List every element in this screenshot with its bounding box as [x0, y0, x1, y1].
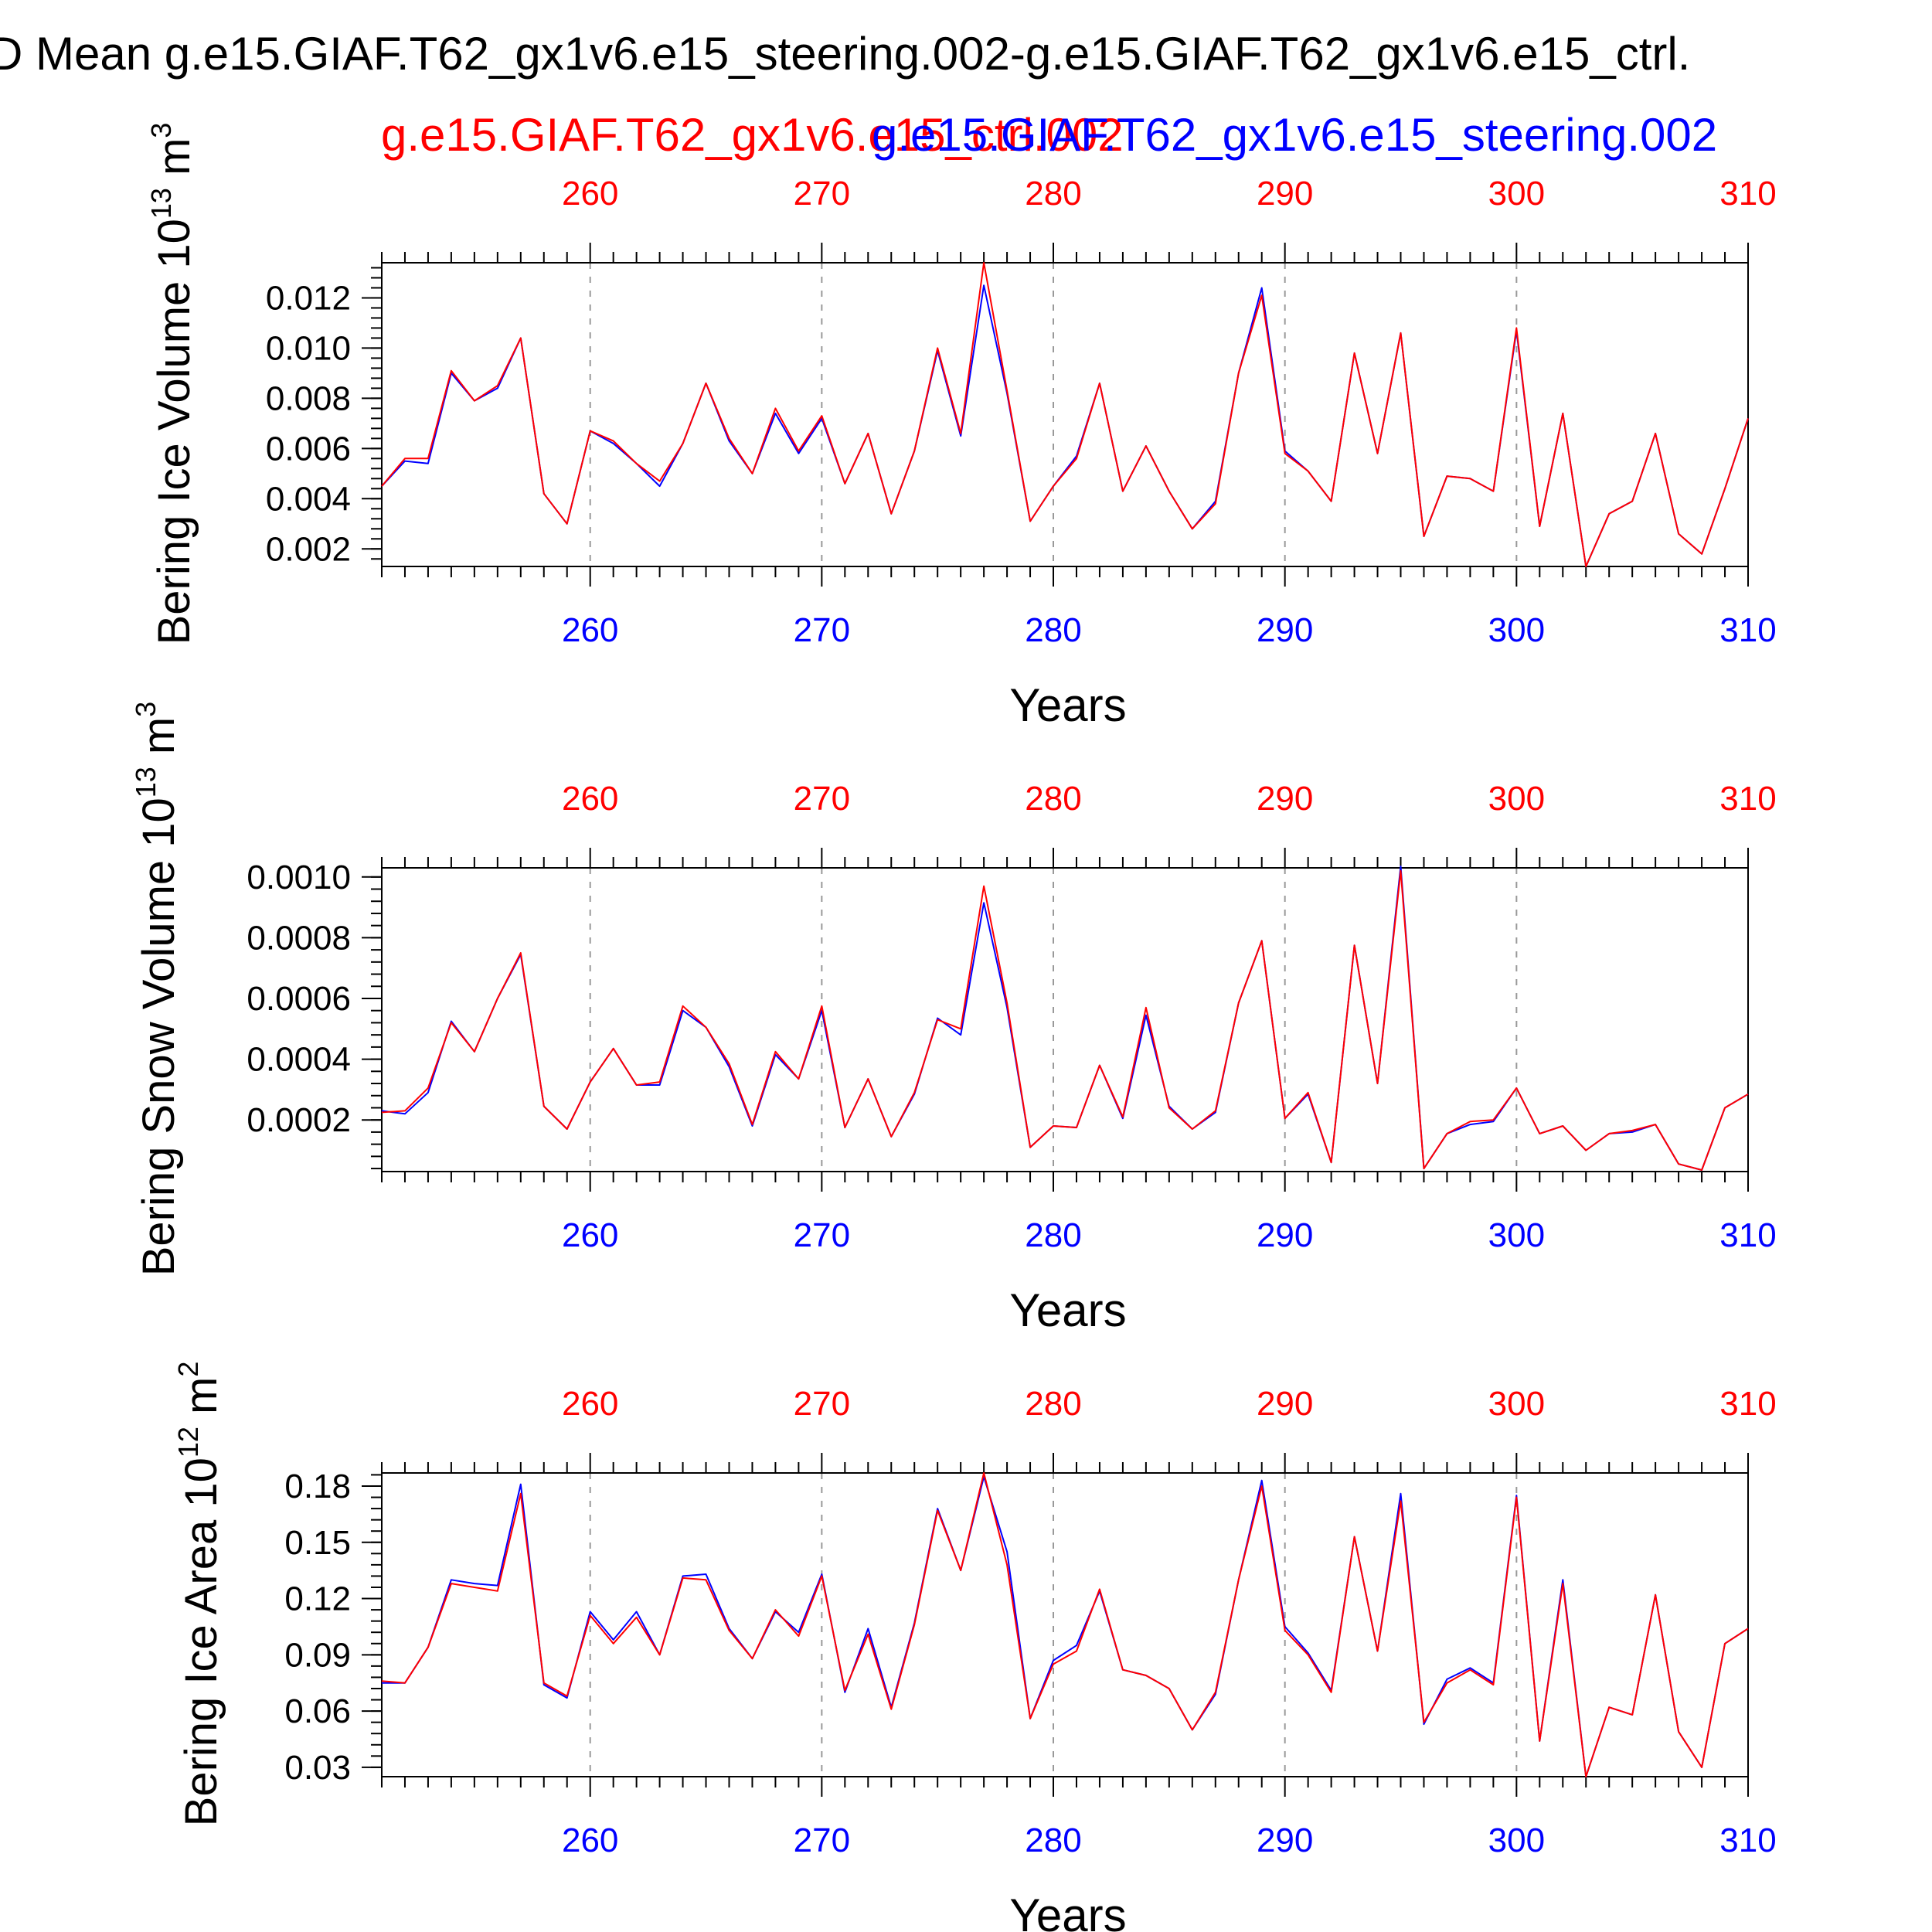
y-tick-label: 0.0006: [247, 980, 351, 1018]
top-x-tick-label: 260: [562, 780, 618, 818]
bottom-x-tick-label: 280: [1025, 611, 1081, 649]
legend-steering-label: g.e15.GIAF.T62_gx1v6.e15_steering.002: [872, 109, 1717, 161]
bottom-x-tick-label: 300: [1488, 611, 1545, 649]
y-tick-label: 0.12: [284, 1580, 351, 1618]
y-tick-label: 0.0010: [247, 859, 351, 896]
top-x-tick-label: 260: [562, 1385, 618, 1423]
y-tick-label: 0.010: [266, 329, 351, 367]
bottom-x-tick-label: 270: [794, 1821, 850, 1859]
bottom-x-tick-label: 280: [1025, 1821, 1081, 1859]
bottom-x-tick-label: 310: [1719, 611, 1776, 649]
top-x-tick-label: 280: [1025, 1385, 1081, 1423]
y-axis-title: Bering Snow Volume 1013 m3: [130, 702, 184, 1277]
bottom-x-tick-label: 260: [562, 1821, 618, 1859]
y-tick-label: 0.09: [284, 1636, 351, 1674]
chart-panel-3: 260 260 270 270 280 280 290 290 300 300 310 310 0.03…: [172, 1362, 1777, 1932]
x-axis-title: Years: [1009, 1284, 1126, 1336]
bottom-x-tick-label: 300: [1488, 1216, 1545, 1254]
y-axis-title: Bering Ice Volume 1013 m3: [145, 123, 199, 645]
top-x-tick-label: 280: [1025, 175, 1081, 213]
series-line-ctrl: [381, 1472, 1749, 1777]
y-tick-label: 0.0004: [247, 1041, 351, 1079]
top-x-tick-label: 300: [1488, 175, 1545, 213]
bottom-x-tick-label: 310: [1719, 1821, 1776, 1859]
figure-title: D Mean g.e15.GIAF.T62_gx1v6.e15_steering…: [0, 28, 1690, 80]
top-x-tick-label: 270: [794, 1385, 850, 1423]
bottom-x-tick-label: 300: [1488, 1821, 1545, 1859]
x-axis-title: Years: [1009, 679, 1126, 731]
y-tick-label: 0.03: [284, 1749, 351, 1787]
top-x-tick-label: 310: [1719, 1385, 1776, 1423]
top-x-tick-label: 310: [1719, 175, 1776, 213]
top-x-tick-label: 300: [1488, 1385, 1545, 1423]
top-x-tick-label: 290: [1257, 780, 1313, 818]
bottom-x-tick-label: 290: [1257, 1821, 1313, 1859]
bottom-x-tick-label: 260: [562, 611, 618, 649]
top-x-tick-label: 290: [1257, 1385, 1313, 1423]
y-tick-label: 0.006: [266, 430, 351, 468]
top-x-tick-label: 270: [794, 175, 850, 213]
chart-panels: 260 260 270 270 280 280 290 290 300 300 310 310 0.00…: [130, 123, 1777, 1932]
series-line-ctrl: [381, 869, 1749, 1171]
bottom-x-tick-label: 290: [1257, 611, 1313, 649]
series-line-ctrl: [381, 262, 1749, 567]
bottom-x-tick-label: 270: [794, 611, 850, 649]
y-tick-label: 0.06: [284, 1692, 351, 1730]
plot-frame: [381, 262, 1749, 567]
y-tick-label: 0.15: [284, 1524, 351, 1562]
legend-ctrl-label: g.e15.GIAF.T62_gx1v6.e15_ctrl.002: [381, 109, 1124, 161]
chart-panel-2: 260 260 270 270 280 280 290 290 300 300 310 310 0.00…: [130, 702, 1777, 1336]
bottom-x-tick-label: 290: [1257, 1216, 1313, 1254]
y-tick-label: 0.002: [266, 530, 351, 568]
bottom-x-tick-label: 280: [1025, 1216, 1081, 1254]
y-tick-label: 0.012: [266, 279, 351, 317]
top-x-tick-label: 270: [794, 780, 850, 818]
y-axis-title: Bering Ice Area 1012 m2: [172, 1362, 226, 1827]
y-tick-label: 0.0008: [247, 919, 351, 957]
y-tick-label: 0.004: [266, 480, 351, 518]
x-axis-title: Years: [1009, 1889, 1126, 1932]
y-tick-label: 0.008: [266, 379, 351, 417]
plot-frame: [381, 1472, 1749, 1777]
bottom-x-tick-label: 310: [1719, 1216, 1776, 1254]
top-x-tick-label: 290: [1257, 175, 1313, 213]
y-tick-label: 0.18: [284, 1468, 351, 1505]
top-x-tick-label: 260: [562, 175, 618, 213]
series-line-steering: [381, 866, 1749, 1171]
bottom-x-tick-label: 270: [794, 1216, 850, 1254]
top-x-tick-label: 280: [1025, 780, 1081, 818]
top-x-tick-label: 310: [1719, 780, 1776, 818]
plot-frame: [381, 867, 1749, 1172]
chart-panel-1: 260 260 270 270 280 280 290 290 300 300 310 310 0.00…: [145, 123, 1777, 731]
top-x-tick-label: 300: [1488, 780, 1545, 818]
bottom-x-tick-label: 260: [562, 1216, 618, 1254]
series-line-steering: [381, 284, 1749, 567]
y-tick-label: 0.0002: [247, 1101, 351, 1139]
